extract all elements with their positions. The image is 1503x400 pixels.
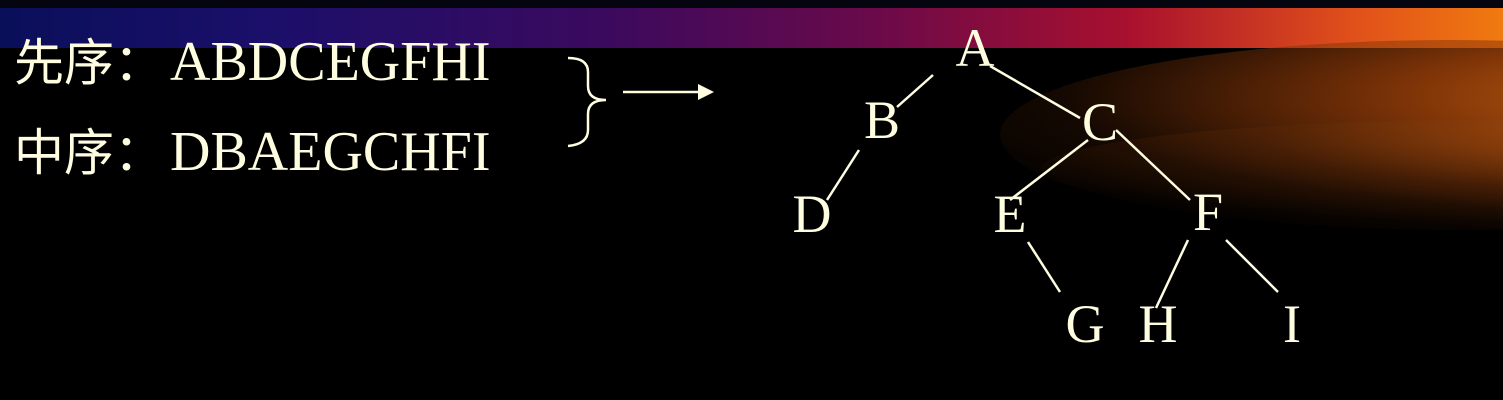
tree-edges <box>825 64 1279 309</box>
preorder-line: 先序： ABDCEGFHI <box>14 32 490 93</box>
tree-node-c: C <box>1082 92 1118 152</box>
tree-node-e: E <box>994 184 1027 244</box>
tree-edge-c-f <box>1115 129 1191 201</box>
tree-nodes: AB C D E F G H I <box>793 18 1301 354</box>
tree-edge-e-g <box>1026 241 1062 293</box>
preorder-label: 先序： <box>14 34 164 92</box>
tree-edge-c-e <box>1009 139 1089 201</box>
inorder-line: 中序： DBAEGCHFI <box>14 122 490 183</box>
right-arrow-icon <box>623 84 714 100</box>
tree-node-h: H <box>1139 294 1178 354</box>
tree-edge-f-i <box>1225 239 1279 293</box>
preorder-sequence: ABDCEGFHI <box>170 31 491 93</box>
inorder-sequence: DBAEGCHFI <box>170 121 491 183</box>
tree-edge-a-c <box>989 64 1081 120</box>
right-curly-brace-icon <box>567 56 607 148</box>
tree-node-i: I <box>1283 294 1301 354</box>
top-gradient-band <box>0 8 1503 48</box>
top-decorative-strip <box>0 0 1503 8</box>
tree-edge-a-b <box>896 74 934 108</box>
tree-node-b: B <box>864 90 900 150</box>
inorder-label: 中序： <box>14 124 164 182</box>
tree-node-f: F <box>1193 182 1223 242</box>
tree-node-a: A <box>956 18 995 78</box>
tree-edge-f-h <box>1154 239 1190 309</box>
tree-node-g: G <box>1066 294 1105 354</box>
tree-node-d: D <box>793 184 832 244</box>
tree-edge-b-d <box>825 149 861 201</box>
